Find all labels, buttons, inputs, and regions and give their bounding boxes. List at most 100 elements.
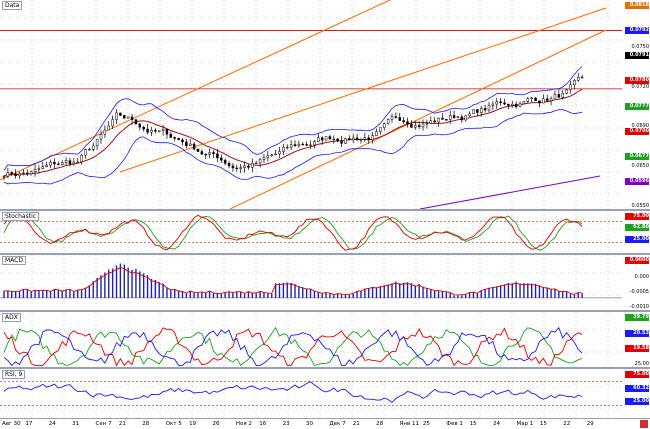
scale-value-tag: 0.0000 [625, 257, 649, 264]
scale-value-tag: 0.0700 [625, 127, 649, 135]
price-bar-body [282, 146, 285, 152]
price-bar-body [18, 173, 21, 177]
price-scale[interactable]: 0.07600.07500.07200.06900.06500.05500.08… [622, 0, 650, 209]
price-bar-body [181, 139, 184, 143]
price-bar-body [573, 79, 576, 86]
time-axis-label: 21 [118, 421, 126, 427]
price-bar-body [351, 137, 355, 141]
price-bar-body [549, 98, 553, 102]
trend-channel-upper-line [0, 0, 391, 181]
price-bar-body [382, 123, 386, 128]
price-bar-body [479, 108, 483, 113]
price-bar-body [188, 143, 192, 147]
time-axis-label: 29 [586, 421, 594, 427]
price-bar-body [309, 144, 312, 146]
price-bar-body [452, 115, 456, 118]
price-bar-body [476, 109, 479, 113]
price-bar-body [394, 116, 398, 118]
scale-value-tag: 75.00 [625, 213, 649, 220]
time-axis-label: Дек 7 [329, 421, 346, 427]
indicator-line [3, 326, 583, 367]
price-pane[interactable]: Data 0.07600.07500.07200.06900.06500.055… [0, 0, 650, 209]
time-axis[interactable]: Авг 30 17 24 31 Сен 7 21 28 Окт 5 19 26 Ноя 2 16 23 3… [0, 418, 650, 429]
time-axis-label: 17 [25, 421, 33, 427]
price-bar-body [103, 129, 107, 135]
price-bar-body [157, 130, 161, 132]
moving-average-line [3, 88, 583, 177]
scale-tick-label: 0.0750 [625, 43, 649, 50]
stochastic-plot-area[interactable] [0, 211, 622, 253]
price-bar-body [49, 162, 52, 166]
price-bar-body [293, 144, 297, 146]
price-bar-body [514, 103, 518, 108]
time-axis-label: 15 [539, 421, 547, 427]
macd-plot-area[interactable] [0, 255, 622, 310]
scale-tick-label: 0.000 [625, 274, 649, 280]
stochastic-pane[interactable]: Stochastic 75.00 62.80 25.00 [0, 211, 650, 253]
rsi-plot-area[interactable] [0, 369, 622, 418]
price-bar-body [223, 159, 227, 164]
price-bar-body [433, 120, 436, 123]
price-bar-body [390, 116, 394, 120]
stochastic-scale[interactable]: 75.00 62.80 25.00 [622, 211, 650, 253]
time-axis-label: Янв 11 [399, 421, 419, 427]
adx-plot-area[interactable] [0, 312, 622, 367]
price-bar-body [553, 94, 557, 99]
scale-tick-label: 0.0650 [625, 163, 649, 170]
pane-separator[interactable] [0, 209, 650, 211]
price-bar-body [580, 76, 584, 79]
price-bar-body [324, 136, 328, 141]
price-plot-area[interactable] [0, 0, 622, 209]
price-bar-body [507, 103, 510, 106]
price-bar-body [243, 165, 246, 168]
scale-value-tag: 25.00 [625, 398, 649, 406]
scale-tick-label: 0.0550 [625, 203, 649, 209]
time-axis-label: Мар 1 [516, 421, 534, 427]
time-axis-label: 30 [306, 421, 313, 427]
price-bar-body [441, 117, 444, 120]
price-bar-body [173, 137, 176, 139]
price-bar-body [526, 98, 530, 102]
price-bar-body [355, 137, 359, 141]
time-axis-label: Авг 30 [2, 421, 21, 427]
price-bar-body [576, 76, 580, 81]
price-bar-body [348, 138, 351, 141]
pane-separator[interactable] [0, 253, 650, 255]
price-bar-body [134, 119, 138, 125]
price-bar-body [367, 137, 370, 141]
price-bar-body [332, 138, 336, 141]
price-bar-body [6, 172, 10, 177]
price-bar-body [126, 116, 130, 119]
scale-tick-label: -0.0005 [625, 289, 649, 295]
price-bar-body [285, 146, 289, 149]
scale-value-tag: 75.00 [625, 371, 649, 378]
long-moving-average-line [419, 175, 601, 209]
price-bar-body [146, 128, 149, 133]
price-bar-body [138, 123, 142, 128]
indicator-line [3, 327, 583, 367]
pane-separator[interactable] [0, 367, 650, 369]
price-bar-body [569, 84, 572, 90]
scale-value-tag: 0.0677 [625, 152, 649, 160]
pane-separator[interactable] [0, 310, 650, 312]
price-bar-body [371, 135, 374, 141]
time-axis-label: Фев 1 [446, 421, 463, 427]
corner-close-icon[interactable] [640, 420, 648, 428]
price-bar-body [2, 175, 6, 178]
time-axis-label: 25 [422, 421, 430, 427]
price-bar-body [220, 157, 223, 161]
scale-value-tag: 20.53 [625, 329, 649, 337]
price-bar-body [37, 168, 41, 170]
stochastic-pane-title: Stochastic [2, 212, 40, 221]
scale-tick-label: -0.0010 [625, 304, 649, 310]
price-bar-body [402, 120, 405, 122]
price-bar-body [204, 154, 208, 156]
price-bar-body [154, 129, 157, 132]
price-bar-body [336, 138, 339, 142]
